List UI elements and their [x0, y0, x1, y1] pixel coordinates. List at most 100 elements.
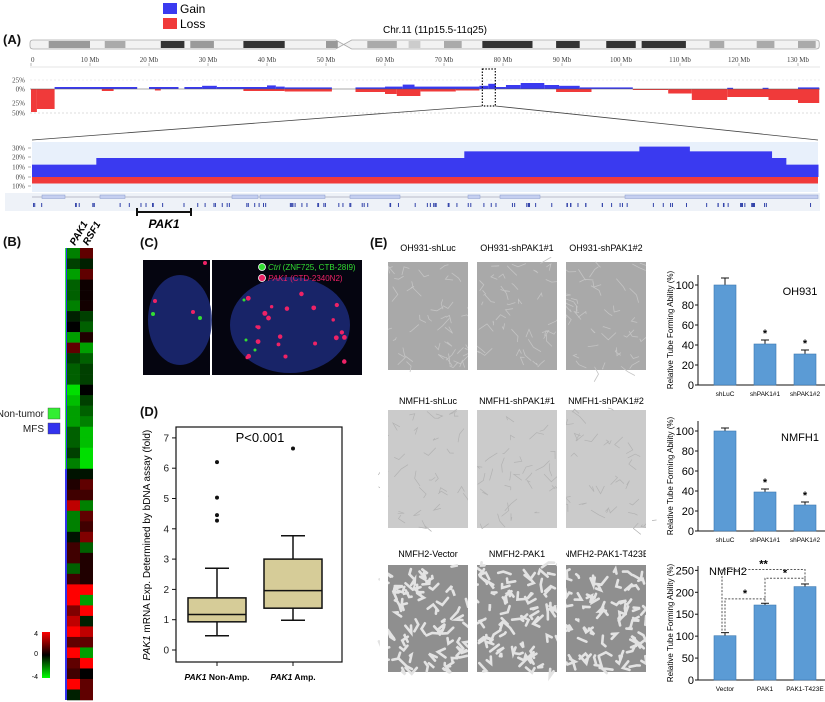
exon-mark: [670, 203, 672, 207]
pak1-gene-label: PAK1: [148, 217, 179, 231]
fish-signal-ctrl: [244, 338, 248, 342]
heatmap-cell: [80, 311, 93, 322]
x-category-label: PAK1 Amp.: [270, 672, 315, 682]
fish-signal-pak1: [342, 335, 347, 340]
x-category-label: PAK1-T423E: [786, 686, 824, 693]
heatmap-cell: [67, 342, 80, 354]
heatmap-cell: [67, 300, 80, 312]
nucleus: [148, 275, 212, 365]
fish-signal: [203, 261, 207, 265]
exon-mark: [145, 203, 147, 207]
exon-mark: [292, 203, 294, 207]
chromosome-band: [408, 41, 421, 48]
color-scale-label: 4: [34, 631, 38, 638]
fish-signal-ctrl: [242, 298, 246, 302]
loss-segment: [420, 89, 456, 92]
loss-segment: [284, 89, 332, 92]
heatmap-cell: [80, 510, 93, 522]
chromosome-band: [756, 41, 775, 48]
y-tick-label: 7: [163, 433, 169, 444]
tick-label: 80 Mb: [494, 56, 513, 64]
exon-mark: [246, 203, 248, 207]
exon-mark: [753, 203, 755, 207]
y-tick-label: 0: [688, 380, 694, 392]
heatmap-cell: [67, 269, 80, 280]
exon-mark: [426, 203, 428, 207]
significance-bracket: [724, 598, 766, 631]
y-tick-label: 40: [682, 486, 694, 498]
heatmap-cell: [80, 615, 93, 627]
chromosome-band: [190, 41, 214, 48]
loss-segment: [632, 89, 669, 90]
exon-mark: [456, 203, 458, 207]
heatmap-cell: [67, 279, 80, 291]
exon-mark: [685, 203, 687, 207]
color-scale-label: -4: [32, 674, 38, 681]
tube-image: [388, 410, 468, 528]
exon-mark: [204, 203, 206, 207]
exon-mark: [152, 203, 154, 207]
heatmap-cell: [67, 615, 80, 627]
gain-segment: [495, 87, 506, 89]
heatmap-cell: [80, 437, 93, 449]
heatmap-cell: [80, 689, 93, 701]
exon-mark: [34, 203, 36, 207]
gain-segment: [267, 85, 276, 89]
gain-segment: [414, 86, 444, 89]
heatmap-cell: [67, 479, 80, 491]
y-axis-label: PAK1 mRNA Exp. Determined by bDNA assay …: [142, 430, 153, 660]
heatmap-cell: [80, 458, 93, 470]
exon-mark: [741, 203, 743, 207]
heatmap-cell: [80, 426, 93, 438]
loss-segment: [36, 89, 55, 109]
heatmap-cell: [67, 689, 80, 701]
exon-mark: [447, 203, 449, 207]
fish-signal: [153, 299, 157, 303]
exon-mark: [619, 203, 621, 207]
bar: [793, 504, 817, 532]
exon-mark: [611, 203, 613, 207]
fish-legend-label: Ctrl (ZNF725, CTB-28I9): [268, 263, 356, 272]
y-tick-label: 100: [676, 631, 694, 643]
exon-mark: [214, 203, 216, 207]
loss-segment: [243, 89, 285, 91]
chromosome-band: [48, 41, 90, 48]
exon-mark: [744, 203, 746, 207]
exon-mark: [342, 203, 344, 207]
exon-mark: [338, 203, 340, 207]
chromosome-label: Chr.11 (11p15.5-11q25): [383, 25, 487, 36]
heatmap-cell: [67, 584, 80, 596]
exon-mark: [526, 203, 528, 207]
image-label: OH931-shPAK1#1: [480, 243, 553, 253]
chromosome-band: [641, 41, 686, 48]
y-axis-label: Relative Tube Forming Ability (%): [666, 271, 675, 390]
y-tick-label: 150: [676, 609, 694, 621]
exon-mark: [213, 203, 215, 207]
image-label: NMFH2-Vector: [398, 549, 458, 559]
exon-mark: [119, 203, 121, 207]
exon-mark: [140, 203, 142, 207]
heatmap-cell: [80, 332, 93, 343]
panel-d: (D) 0 1 2 3 4 5 6 7 PAK1 mRNA Exp. Determined by…: [140, 404, 343, 682]
heatmap-cell: [67, 542, 80, 554]
x-category-label-rest: Non-Amp.: [207, 672, 250, 682]
y-tick-label: 0: [688, 675, 694, 687]
heatmap-cell: [67, 668, 80, 680]
loss-segment: [101, 89, 114, 91]
exon-mark: [740, 203, 742, 207]
exon-mark: [429, 203, 431, 207]
zoom-gain-segment: [639, 146, 690, 177]
heatmap-cell: [67, 573, 80, 585]
heatmap-cell: [80, 279, 93, 291]
tick-label: 50 Mb: [317, 56, 336, 64]
tick-label: 130 Mb: [787, 56, 809, 64]
exon-mark: [765, 203, 767, 207]
exon-mark: [810, 203, 812, 207]
bar: [713, 284, 737, 386]
heatmap-cell: [67, 636, 80, 648]
gene-transcript: [349, 194, 401, 199]
